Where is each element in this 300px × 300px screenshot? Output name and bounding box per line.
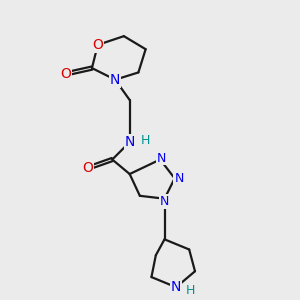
Text: O: O bbox=[82, 161, 93, 175]
Text: N: N bbox=[157, 152, 166, 165]
Text: H: H bbox=[141, 134, 150, 147]
Text: H: H bbox=[186, 284, 195, 297]
Text: N: N bbox=[124, 135, 135, 149]
Text: O: O bbox=[60, 67, 71, 81]
Text: N: N bbox=[110, 73, 120, 87]
Text: N: N bbox=[171, 280, 181, 294]
Text: N: N bbox=[174, 172, 184, 185]
Text: N: N bbox=[160, 195, 169, 208]
Text: O: O bbox=[92, 38, 103, 52]
